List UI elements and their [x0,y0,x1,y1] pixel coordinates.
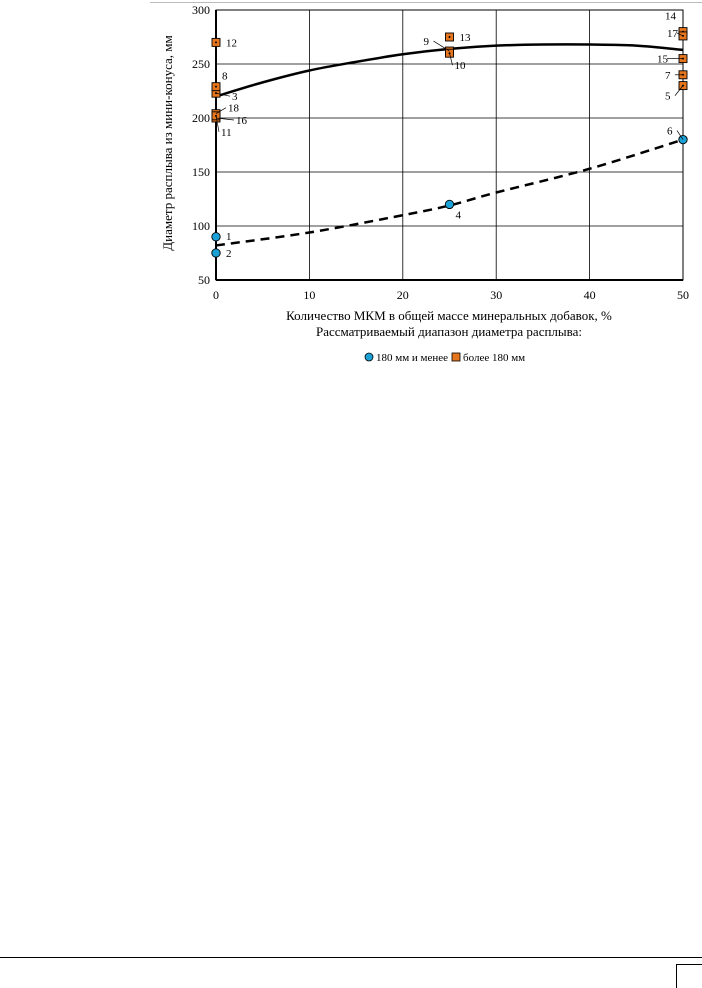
data-point [211,248,221,258]
point-label: 13 [460,32,472,44]
data-point-dot [448,36,451,38]
data-point-dot [215,85,217,88]
label-leader [215,115,220,132]
point-label: 12 [226,37,237,49]
point-label: 4 [456,209,462,221]
y-axis-title: Диаметр расплыва из мини-конуса, мм [160,35,175,250]
label-leader [433,40,450,52]
x-tick-label: 0 [213,288,219,302]
point-label: 14 [665,11,677,23]
page-footer-rule [0,957,702,958]
trend-lines [215,43,684,247]
legend: 180 мм и менее более 180 мм [364,352,525,364]
label-leader [676,130,684,140]
point-label: 8 [222,71,228,83]
point-label: 5 [665,91,671,103]
data-point [444,199,455,210]
point-label: 15 [657,54,669,66]
label-leader [215,92,231,97]
point-label: 1 [226,231,232,243]
x-tick-label: 10 [303,288,315,302]
legend-marker-circle [364,352,374,362]
legend-label-2: более 180 мм [463,352,525,364]
point-label: 18 [228,103,240,115]
y-tick-label: 200 [192,111,210,125]
x-tick-label: 40 [584,288,596,302]
point-label: 3 [232,91,238,103]
x-axis-title: Количество МКМ в общей массе минеральных… [286,308,612,323]
trend-line-series-1 [215,138,684,247]
point-label: 17 [667,28,679,40]
label-leader [215,107,227,114]
label-leader [449,53,453,66]
label-leader [676,32,684,37]
y-tick-label: 300 [192,3,210,17]
y-tick-label: 100 [192,219,210,233]
data-points [211,27,688,258]
data-point-dot [215,41,217,44]
legend-label-1: 180 мм и менее [376,352,448,364]
x-axis-subtitle: Рассматриваемый диапазон диаметра расплы… [316,324,582,339]
x-tick-label: 30 [490,288,502,302]
point-label: 6 [667,126,673,138]
header-rule [150,2,702,3]
page-number-box [676,964,702,988]
tick-labels: 0 10 20 30 40 50 50 100 150 200 250 300 [192,3,689,302]
data-point [211,232,221,242]
y-tick-label: 50 [198,273,210,287]
x-tick-label: 20 [397,288,409,302]
y-tick-label: 150 [192,165,210,179]
point-label: 9 [424,36,430,48]
point-label: 7 [665,70,671,82]
point-label: 10 [455,60,467,72]
plot-frame [215,9,684,281]
y-tick-label: 250 [192,57,210,71]
label-leader [674,85,684,96]
legend-marker-square [451,352,461,362]
point-label: 16 [236,115,248,127]
label-leader [215,117,235,121]
point-label: 11 [221,127,232,139]
x-tick-label: 50 [677,288,689,302]
point-label: 2 [226,248,232,260]
